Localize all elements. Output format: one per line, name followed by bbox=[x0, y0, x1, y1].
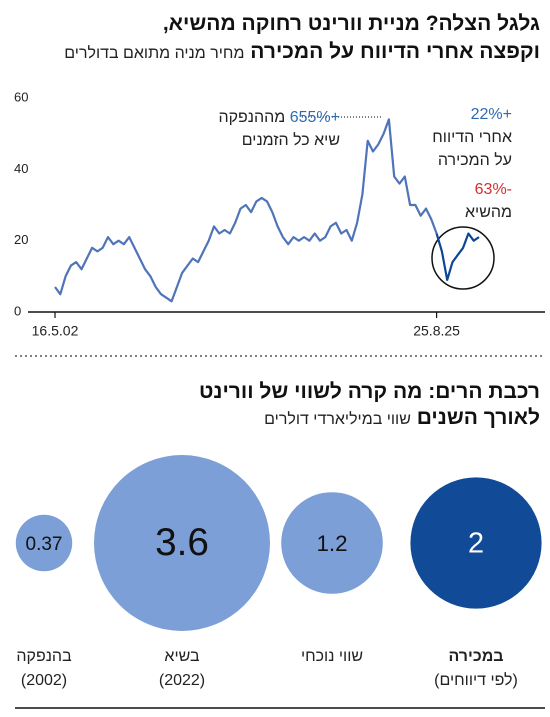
category-name: שווי נוכחי bbox=[300, 648, 364, 665]
annotation-text: מההנפקה bbox=[218, 109, 286, 126]
price-line bbox=[54, 118, 438, 303]
category-name: במכירה bbox=[448, 648, 504, 665]
annotation-line: שיא כל הזמנים bbox=[218, 129, 340, 152]
annotation: +22% אחרי הדיווח על המכירה bbox=[432, 103, 512, 172]
annotation-text: +22% bbox=[470, 106, 512, 123]
value-label: 3.6 bbox=[155, 521, 209, 564]
price-line bbox=[435, 232, 480, 281]
chart-title: רכבת הרים: מה קרה לשווי של וורינט bbox=[198, 380, 540, 403]
x-tick-label: 25.8.25 bbox=[413, 323, 460, 339]
y-tick-label: 60 bbox=[14, 89, 28, 104]
category-label: בשיא (2022) bbox=[112, 645, 252, 693]
annotation-line: +22% bbox=[432, 103, 512, 126]
annotation-text: -63% bbox=[474, 181, 512, 198]
annotation-text: אחרי הדיווח bbox=[432, 129, 512, 146]
chart-title-line: וקפצה אחרי הדיווח על המכירה מחיר מניה מת… bbox=[64, 40, 540, 64]
bubble bbox=[281, 492, 383, 594]
category-label: שווי נוכחי bbox=[262, 645, 402, 669]
category-name: בשיא bbox=[164, 648, 200, 665]
value-label: 0.37 bbox=[26, 534, 63, 555]
annotation-line: אחרי הדיווח bbox=[432, 126, 512, 149]
chart-title: וקפצה אחרי הדיווח על המכירה bbox=[250, 40, 540, 63]
annotation-text: שיא כל הזמנים bbox=[241, 132, 340, 149]
chart-title: לאורך השנים bbox=[416, 406, 540, 429]
annotation: -63% מהשיא bbox=[465, 178, 512, 224]
annotation-text: +655% bbox=[289, 109, 340, 126]
annotation-line: מהשיא bbox=[465, 201, 512, 224]
category-note: (2002) bbox=[20, 672, 68, 689]
bubble bbox=[410, 477, 542, 609]
annotation-line: +655% מההנפקה bbox=[218, 106, 340, 129]
category-note: (2022) bbox=[158, 672, 206, 689]
annotation-line: -63% bbox=[465, 178, 512, 201]
value-label: 2 bbox=[468, 528, 484, 560]
category-name: בהנפקה bbox=[16, 648, 72, 665]
annotation: +655% מההנפקה שיא כל הזמנים bbox=[218, 106, 340, 152]
chart-subtitle: שווי במיליארדי דולרים bbox=[264, 411, 411, 428]
category-label: בהנפקה (2002) bbox=[0, 645, 114, 693]
chart-subtitle: מחיר מניה מתואם בדולרים bbox=[64, 45, 245, 62]
annotation-text: על המכירה bbox=[437, 152, 512, 169]
bubble bbox=[94, 455, 270, 631]
highlight-circle bbox=[431, 226, 495, 290]
annotation-text: מהשיא bbox=[464, 204, 512, 221]
bubble bbox=[15, 514, 73, 572]
chart-title: גלגל הצלה? מניית וורינט רחוקה מהשיא, bbox=[162, 12, 540, 35]
x-tick-label: 16.5.02 bbox=[32, 323, 79, 339]
y-tick-label: 0 bbox=[14, 303, 21, 318]
category-label: במכירה (לפי דיווחים) bbox=[406, 645, 546, 693]
value-label: 1.2 bbox=[316, 531, 347, 556]
category-note: (לפי דיווחים) bbox=[434, 672, 518, 689]
chart-title-line: לאורך השנים שווי במיליארדי דולרים bbox=[264, 406, 540, 430]
annotation-line: על המכירה bbox=[432, 149, 512, 172]
y-tick-label: 40 bbox=[14, 161, 28, 176]
y-tick-label: 20 bbox=[14, 232, 28, 247]
